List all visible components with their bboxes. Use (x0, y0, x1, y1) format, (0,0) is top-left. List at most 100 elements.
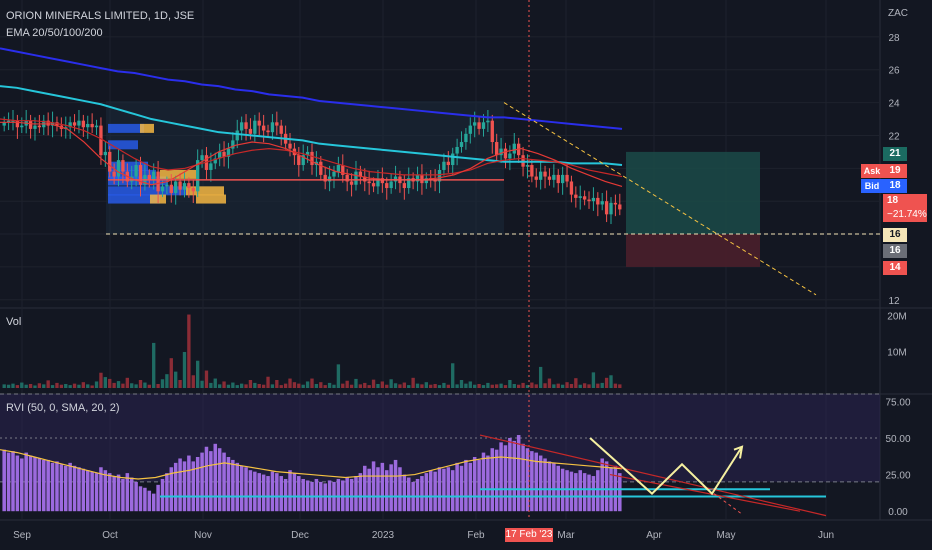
candle-body (94, 125, 99, 128)
volume-bar (398, 384, 402, 388)
rvi-bar (450, 470, 455, 512)
volume-bar (50, 385, 55, 388)
rvi-histogram (0, 393, 880, 512)
rvi-bar (143, 487, 147, 512)
rvi-bar (244, 467, 248, 512)
rvi-bar (77, 467, 81, 512)
volume-bar (257, 384, 261, 388)
volume-bar (261, 384, 266, 388)
candle-body (28, 120, 33, 129)
rvi-downtrend-upper (479, 434, 827, 517)
rvi-bar (160, 478, 165, 512)
candle-body (380, 178, 385, 184)
candle-body (33, 125, 37, 129)
volume-bar (292, 382, 297, 388)
candle-body (196, 160, 200, 192)
rvi-bar (261, 474, 266, 512)
rvi-bar (301, 478, 305, 512)
volume-bar (283, 383, 288, 388)
volume-bar (354, 378, 358, 388)
rvi-tick-label: 75.00 (885, 397, 910, 408)
candle-body (226, 148, 231, 157)
rvi-bar (6, 452, 11, 512)
x-tick-label: Mar (557, 530, 575, 541)
volume-tick-label: 10M (887, 348, 906, 359)
rvi-bar (239, 465, 244, 512)
rvi-bar (503, 445, 508, 512)
rvi-bar (59, 464, 64, 512)
candle-body (512, 143, 516, 154)
volume-bar (587, 384, 591, 388)
rvi-bar (46, 459, 50, 512)
rvi-bar (389, 464, 393, 512)
rvi-bar (393, 459, 398, 512)
candle-body (538, 171, 543, 180)
volume-bar (530, 382, 534, 388)
volume-bar (565, 382, 569, 388)
volume-bar (582, 383, 587, 388)
rvi-bar (195, 457, 200, 512)
stop-loss-zone (626, 234, 760, 267)
rvi-bar (376, 467, 380, 512)
volume-bar (239, 383, 244, 388)
candle-body (156, 171, 160, 192)
volume-legend[interactable]: Vol (6, 316, 22, 328)
volume-profile-bar-value (186, 186, 224, 196)
candle-body (323, 174, 327, 182)
volume-bar (152, 342, 156, 388)
volume-bar (28, 384, 33, 388)
candle-body (297, 155, 301, 166)
price-tag-16-entry: 16 (883, 244, 907, 258)
rvi-bar (472, 457, 477, 512)
volume-bar (451, 363, 455, 388)
rvi-bar (156, 484, 160, 512)
rvi-bar (468, 462, 473, 512)
rvi-bar (204, 446, 209, 512)
volume-bar (33, 385, 37, 388)
candle-body (187, 183, 191, 189)
rvi-bar (354, 476, 358, 512)
rvi-bar (90, 471, 94, 512)
rvi-bar (363, 465, 367, 512)
volume-bar (508, 380, 512, 388)
x-tick-label: May (717, 530, 736, 541)
volume-bar (156, 384, 160, 388)
rvi-bar (253, 471, 257, 512)
volume-bar (64, 384, 68, 388)
candle-body (508, 153, 512, 159)
candle-body (367, 181, 371, 184)
rvi-bar (81, 468, 86, 512)
rvi-bar (538, 455, 543, 512)
candle-body (415, 174, 420, 182)
candle-body (490, 120, 494, 143)
price-tag-14: 14 (883, 261, 907, 275)
volume-bar (217, 384, 222, 388)
candle-body (169, 184, 173, 193)
volume-bar (538, 366, 543, 388)
rvi-bar (358, 473, 363, 512)
candle-body (600, 201, 604, 205)
rvi-bar (125, 473, 130, 512)
price-tick-label: 28 (888, 33, 900, 44)
rvi-legend[interactable]: RVI (50, 0, SMA, 20, 2) (6, 402, 120, 414)
candle-body (341, 165, 345, 175)
rvi-bar (266, 476, 270, 512)
volume-bar (442, 382, 446, 388)
volume-bar (187, 314, 191, 388)
rvi-bar (530, 451, 534, 512)
downtrend-dashed-line (503, 102, 817, 296)
volume-bar (481, 385, 486, 388)
volume-bar (200, 380, 204, 388)
volume-bar (415, 383, 420, 388)
candle-body (178, 181, 182, 190)
candle-body (121, 160, 125, 172)
ema-legend[interactable]: EMA 20/50/100/200 (6, 27, 103, 39)
rvi-bar (28, 455, 33, 512)
rvi-bar (248, 470, 253, 512)
x-tick-label: Nov (194, 530, 212, 541)
volume-bar (609, 375, 613, 388)
candle-body (244, 122, 248, 129)
candle-body (618, 204, 622, 210)
candle-body (424, 178, 428, 184)
